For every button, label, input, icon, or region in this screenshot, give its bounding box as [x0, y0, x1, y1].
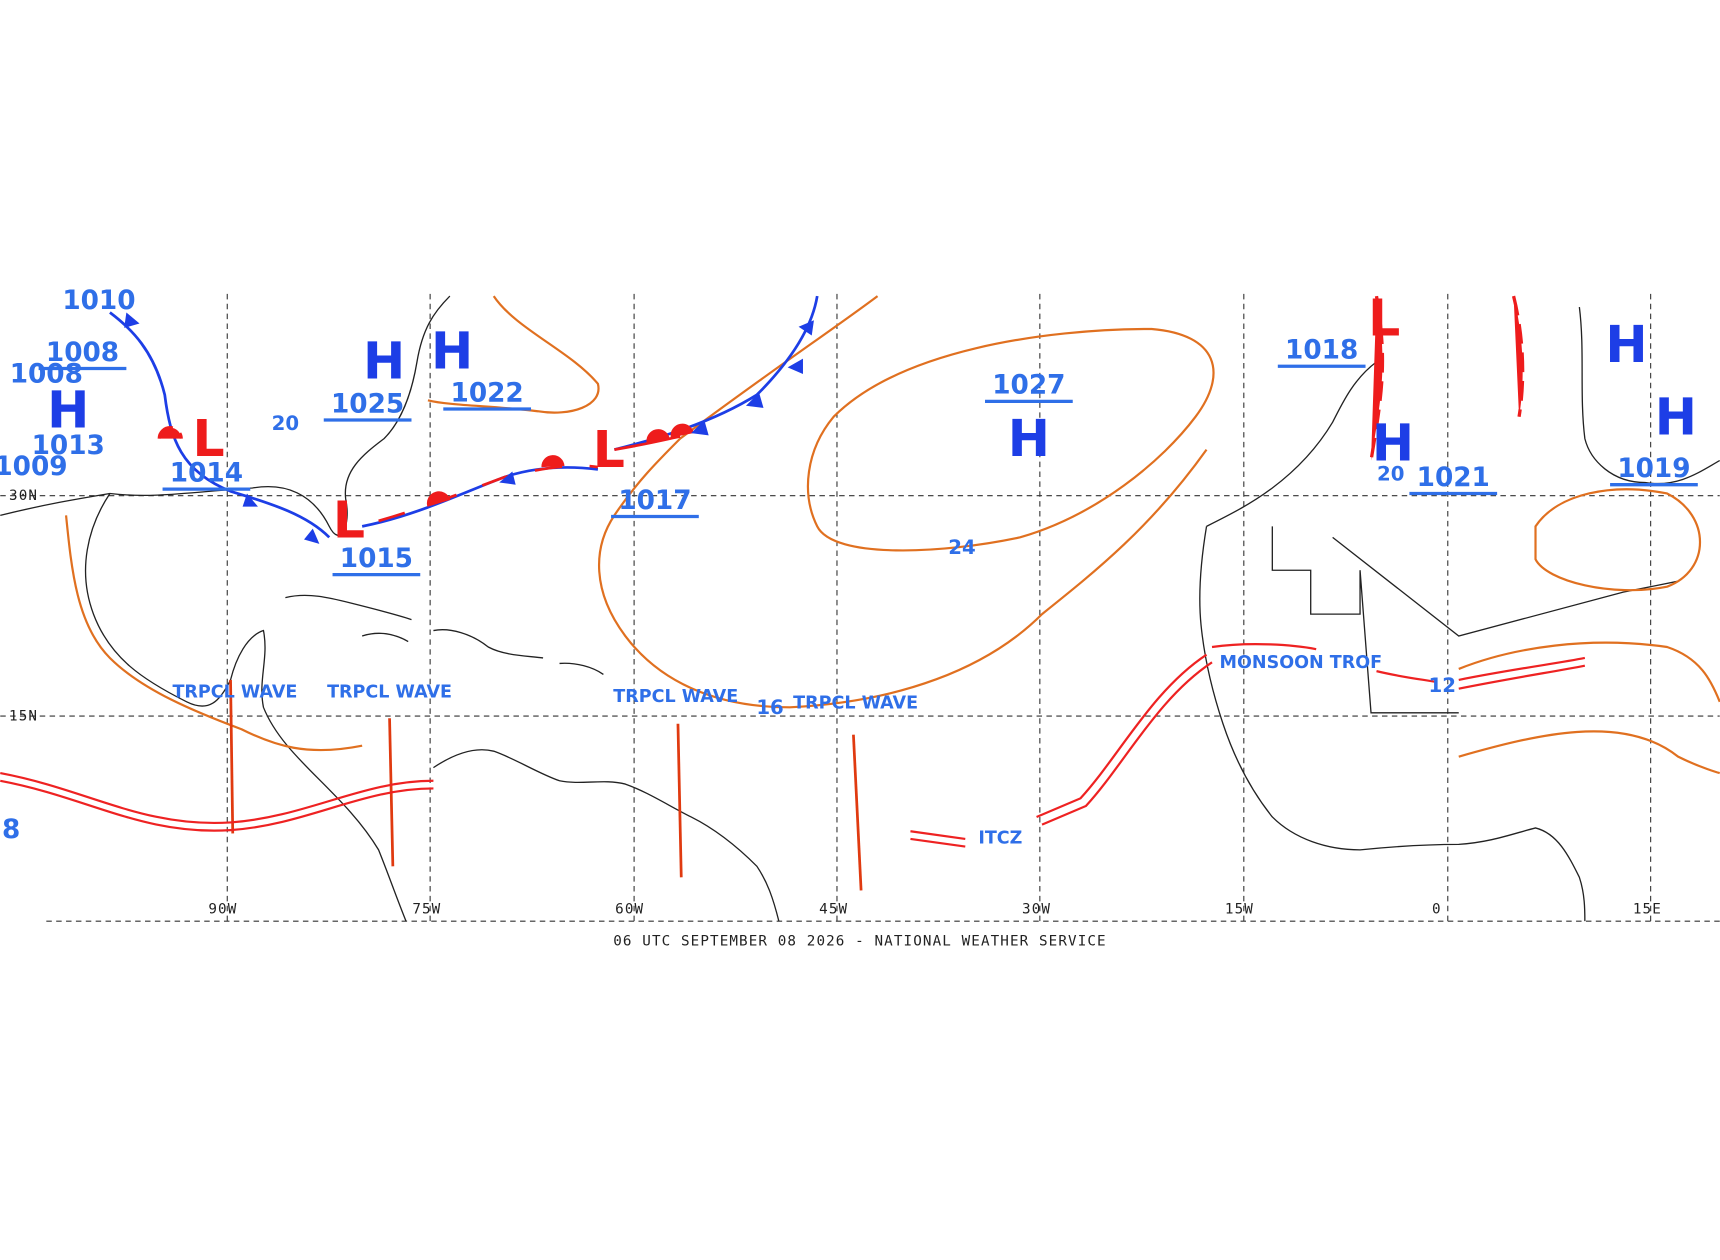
border	[1271, 526, 1679, 714]
pressure-value: 1021	[1417, 463, 1490, 493]
coastline	[1578, 306, 1720, 485]
isobar-labels: 20 24 16 12 20 8	[2, 412, 1456, 845]
low-symbol: L	[333, 490, 365, 549]
coastline	[84, 493, 407, 922]
low-symbol: L	[1368, 289, 1400, 348]
footer: 06 UTC SEPTEMBER 08 2026 - NATIONAL WEAT…	[613, 933, 1106, 949]
tropical-wave	[229, 679, 235, 834]
high-symbol: H	[1655, 387, 1697, 446]
itcz-band	[1041, 661, 1213, 826]
latitude-label: 30N	[9, 488, 38, 504]
low-symbol: L	[193, 409, 225, 468]
wave-label: TRPCL WAVE	[613, 687, 738, 707]
longitude-label: 60W	[615, 901, 644, 917]
isobar-label: 20	[1377, 462, 1404, 485]
graticule	[0, 293, 1720, 922]
isobar	[1458, 730, 1720, 775]
isobar-label: 24	[948, 536, 975, 559]
longitude-label: 15W	[1225, 901, 1254, 917]
longitude-label: 45W	[819, 901, 848, 917]
itcz-band	[0, 779, 434, 832]
wave-label: TRPCL WAVE	[327, 682, 452, 702]
pressure-value: 1018	[1285, 336, 1358, 366]
itcz-label: ITCZ	[978, 828, 1022, 848]
isobars	[64, 295, 1720, 775]
coastline	[1199, 361, 1586, 922]
monsoon-trough	[1211, 643, 1586, 690]
isobar-label: 20	[272, 412, 299, 435]
longitude-label: 90W	[208, 901, 237, 917]
feature-labels: TRPCL WAVE TRPCL WAVE TRPCL WAVE TRPCL W…	[172, 653, 1382, 848]
pressure-value: 1014	[170, 458, 243, 488]
high-symbol: H	[363, 331, 405, 390]
pressure-value: 1015	[340, 544, 413, 574]
monsoon-trough-label: MONSOON TROF	[1220, 653, 1383, 673]
pressure-value: 1019	[1617, 454, 1690, 484]
pressure-value: 1017	[618, 486, 691, 516]
coastlines	[0, 295, 1720, 922]
cold-front	[109, 311, 331, 539]
longitude-label: 0	[1432, 901, 1442, 917]
high-symbol: H	[1008, 409, 1050, 468]
pressure-value: 1010	[62, 286, 135, 316]
pressure-value: 1022	[451, 378, 524, 408]
pressure-value: 1013	[32, 431, 105, 461]
isobar	[806, 327, 1215, 552]
waves	[229, 679, 863, 891]
fronts	[109, 295, 1525, 544]
isobar-label: 12	[1429, 674, 1456, 697]
wave-label: TRPCL WAVE	[172, 682, 297, 702]
coordinate-labels: 90W 75W 60W 45W 30W 15W 0 15E 30N 15N	[9, 488, 1662, 917]
stationary-front	[378, 464, 599, 523]
warm-front-scallops	[426, 423, 694, 507]
coastline	[285, 594, 604, 675]
high-symbol: H	[1605, 315, 1647, 374]
coastline	[0, 295, 451, 536]
pressure-value: 1027	[992, 371, 1065, 401]
cold-front-triangles	[499, 320, 814, 485]
low-symbol: L	[593, 420, 625, 479]
warm-front	[614, 435, 681, 451]
longitude-label: 15E	[1633, 901, 1662, 917]
pressure-value: 1008	[10, 360, 83, 390]
isobar-label: 16	[756, 696, 783, 719]
wave-label: TRPCL WAVE	[793, 693, 918, 713]
pressure-value: 1008	[46, 338, 119, 368]
itcz-band	[0, 772, 434, 825]
high-symbol: H	[431, 321, 473, 380]
longitude-label: 75W	[412, 901, 441, 917]
tropical-wave	[852, 734, 863, 891]
coastline	[433, 749, 780, 922]
isobar-label: 8	[2, 815, 20, 845]
pressure-value: 1025	[331, 389, 404, 419]
latitude-label: 15N	[9, 708, 38, 724]
itcz-monsoon	[0, 643, 1586, 848]
pressure-centers: H H L L L H L H H H H 1008 1013 1014 102…	[0, 286, 1698, 577]
longitude-label: 30W	[1022, 901, 1051, 917]
isobar	[1458, 641, 1720, 703]
high-symbol: H	[47, 381, 89, 440]
high-symbol: H	[1372, 414, 1414, 473]
isobar	[427, 295, 600, 414]
isobar	[1534, 488, 1701, 592]
pressure-value: 1009	[0, 452, 68, 482]
trough	[157, 295, 1525, 461]
itcz-band	[910, 653, 1208, 848]
tropical-wave	[676, 723, 683, 878]
isobar	[64, 515, 363, 752]
